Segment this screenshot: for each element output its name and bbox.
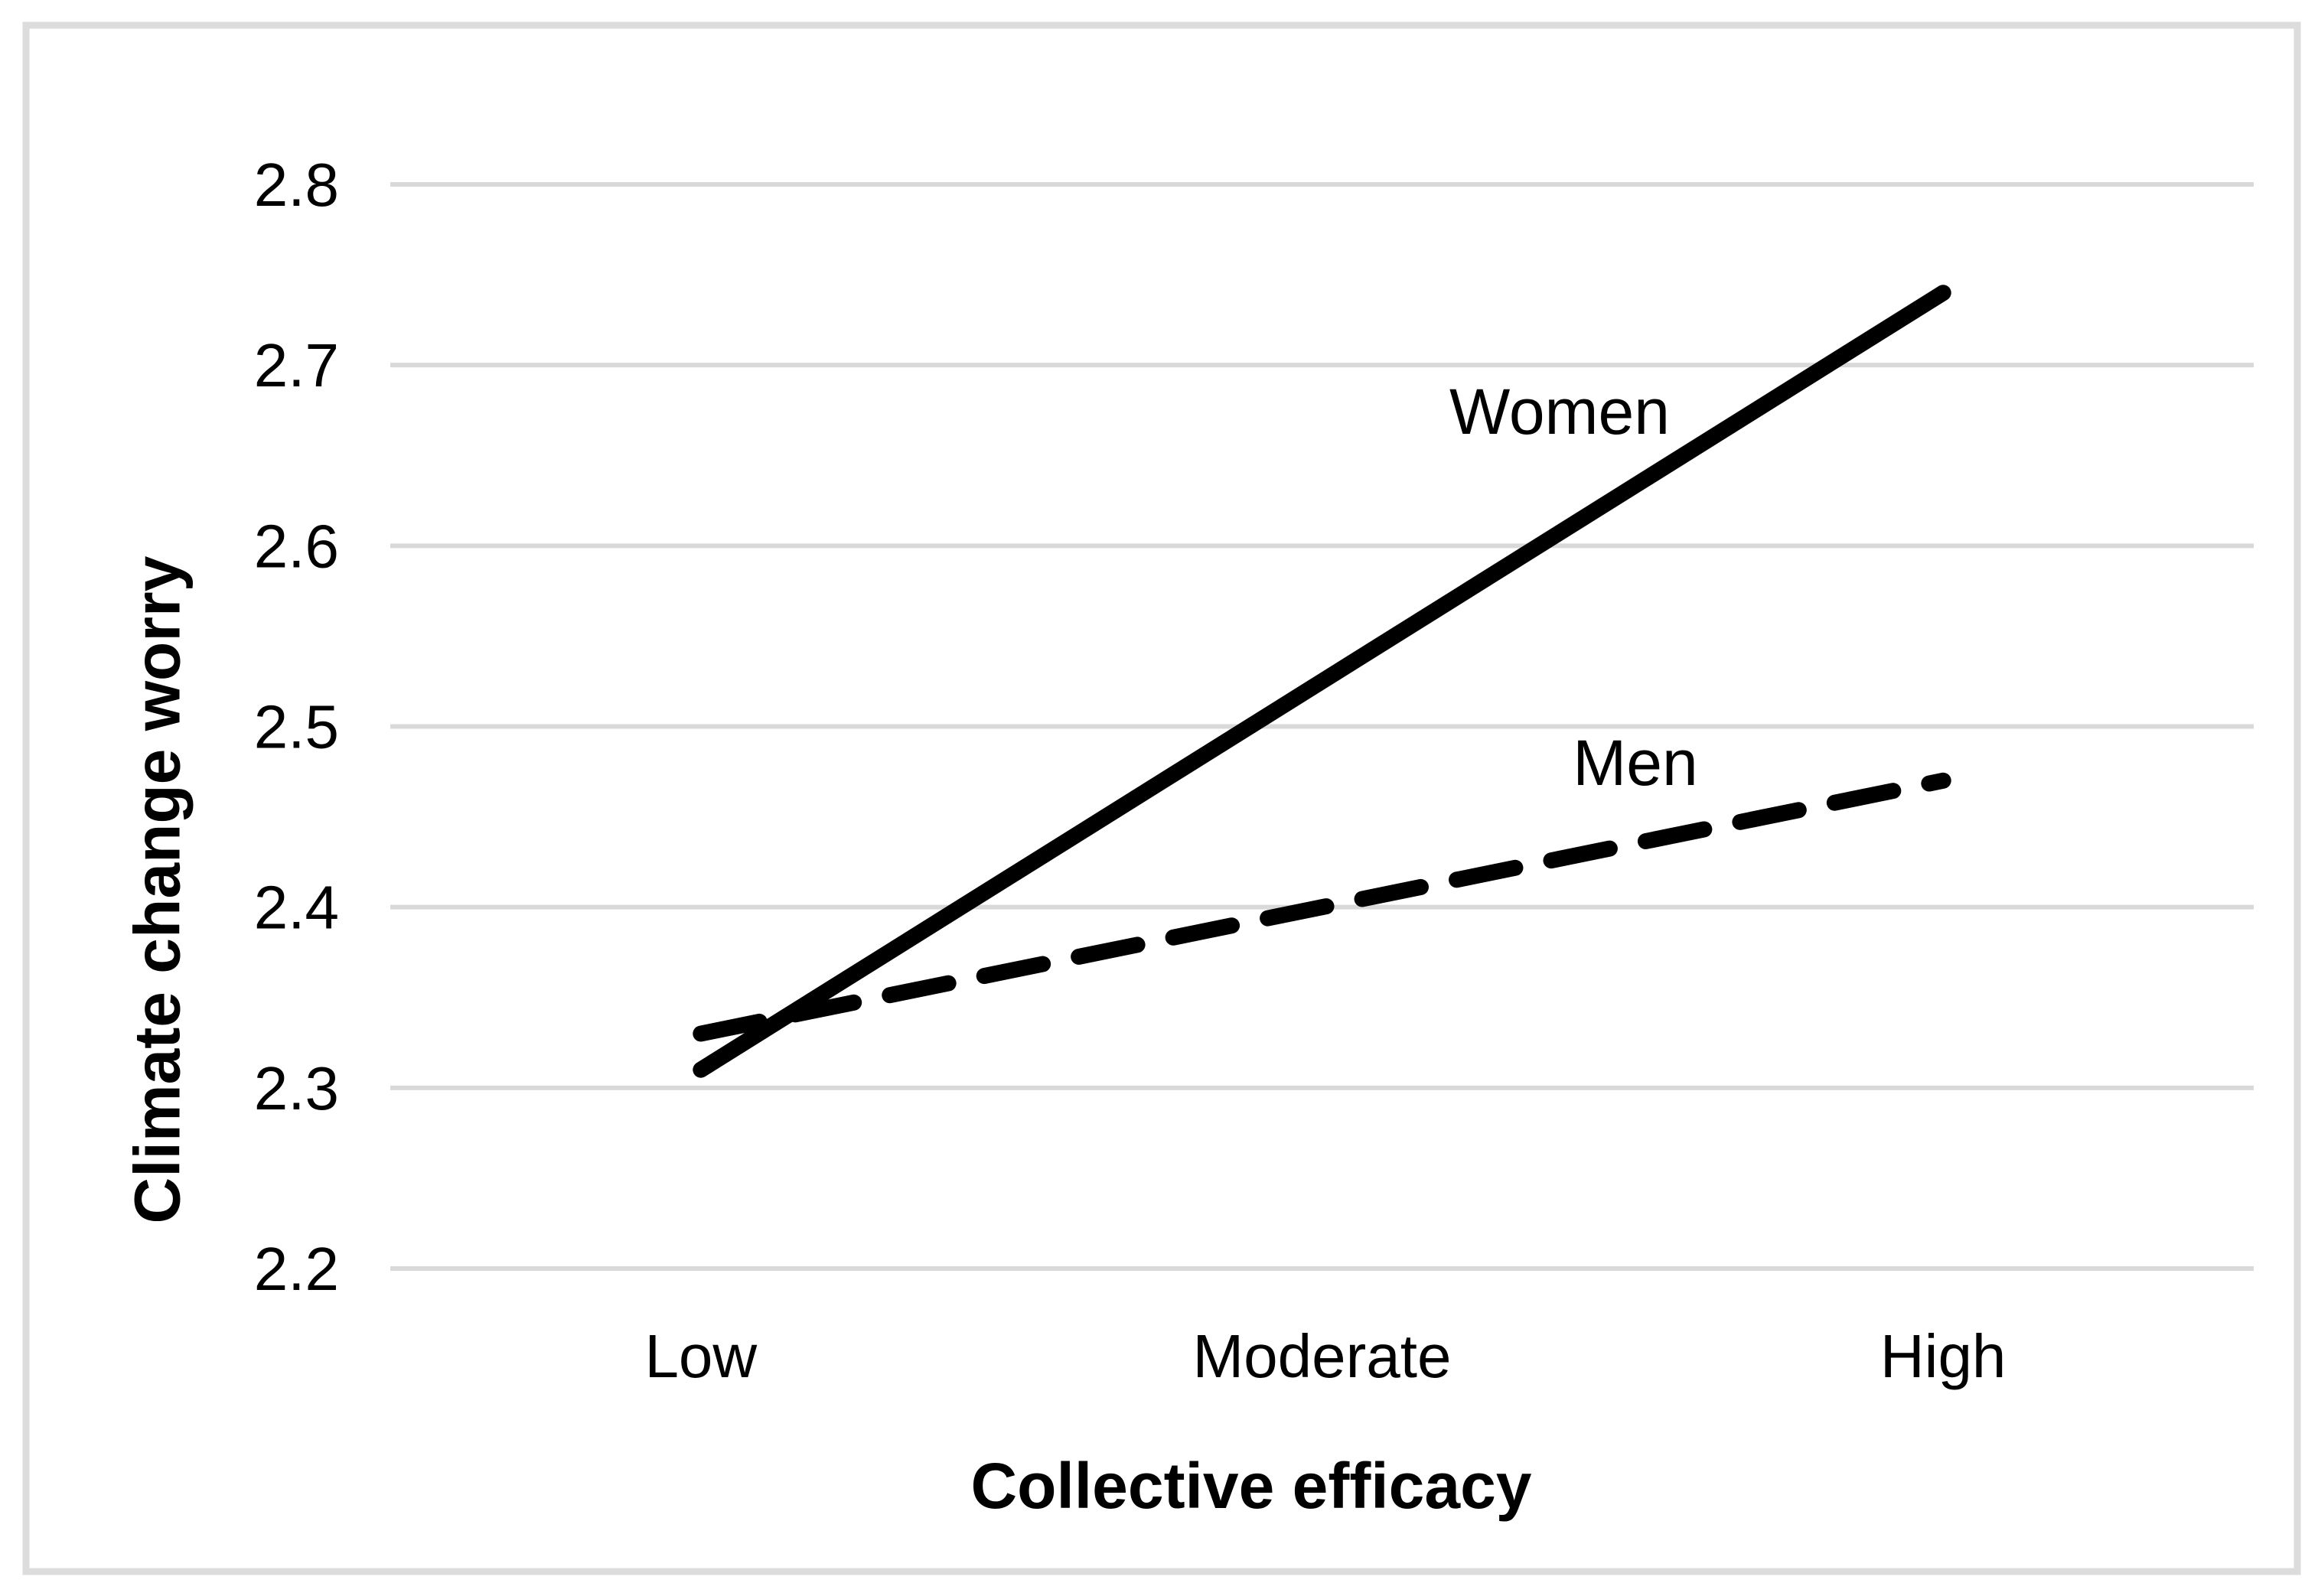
men-series-label: Men <box>1573 727 1697 799</box>
y-tick-label: 2.7 <box>254 331 339 399</box>
y-tick-label: 2.4 <box>254 874 339 942</box>
women-line <box>693 285 1951 1078</box>
y-tick-label: 2.5 <box>254 693 339 761</box>
y-tick-label: 2.3 <box>254 1054 339 1122</box>
figure-border <box>22 21 2301 1575</box>
x-category-label: High <box>1880 1322 2007 1390</box>
y-tick-label: 2.6 <box>254 512 339 580</box>
y-tick-label: 2.8 <box>254 151 339 219</box>
x-category-label: Moderate <box>1193 1322 1452 1390</box>
women-series-label: Women <box>1449 376 1670 448</box>
gridlines-group <box>390 182 2254 1271</box>
x-category-label: Low <box>644 1322 757 1390</box>
x-axis-category-labels: Low Moderate High <box>644 1322 2006 1390</box>
y-axis-tick-labels: 2.8 2.7 2.6 2.5 2.4 2.3 2.2 <box>254 151 339 1303</box>
y-axis-title: Climate change worry <box>121 555 193 1223</box>
x-axis-title: Collective efficacy <box>970 1450 1531 1522</box>
y-tick-label: 2.2 <box>254 1235 339 1303</box>
men-line <box>693 772 1951 1042</box>
